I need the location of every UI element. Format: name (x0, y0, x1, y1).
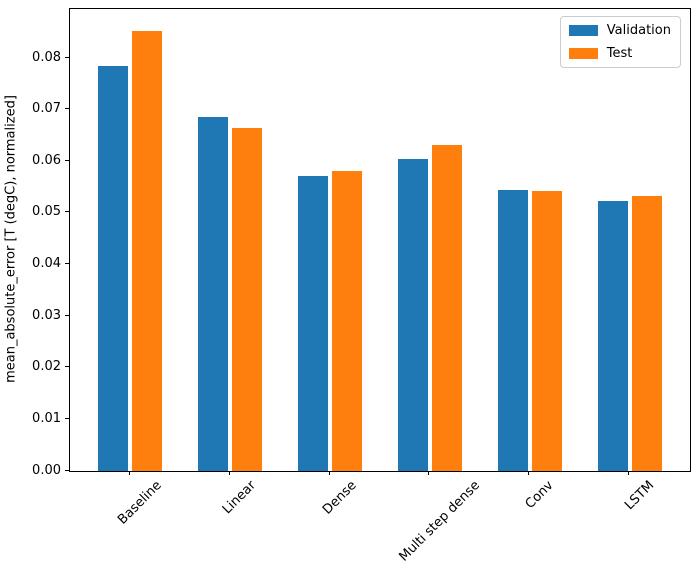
x-tick-label: LSTM (621, 478, 658, 514)
y-tick-label: 0.08 (32, 49, 61, 65)
y-tick-label: 0.02 (32, 359, 61, 375)
bar-test-conv (531, 190, 562, 471)
x-tick-mark (328, 471, 330, 475)
y-tick-mark (65, 469, 69, 471)
legend: Validation Test (559, 16, 681, 68)
plot-area: Validation Test (69, 8, 691, 472)
x-tick-label: Baseline (114, 478, 165, 528)
x-tick-mark (528, 471, 530, 475)
y-tick-label: 0.00 (32, 462, 61, 478)
bar-test-lstm (631, 195, 662, 471)
legend-label-validation: Validation (606, 23, 671, 38)
bar-validation-multi-step-dense (397, 158, 428, 471)
x-tick-label: Dense (319, 478, 360, 518)
y-tick-mark (65, 56, 69, 58)
y-tick-mark (65, 366, 69, 368)
y-tick-label: 0.05 (32, 204, 61, 220)
legend-item-test: Test (568, 46, 671, 61)
y-tick-label: 0.01 (32, 410, 61, 426)
bar-test-baseline (132, 31, 163, 471)
bar-validation-linear (198, 116, 229, 471)
bar-test-linear (232, 127, 263, 471)
y-tick-mark (65, 263, 69, 265)
legend-item-validation: Validation (568, 23, 671, 38)
y-tick-label: 0.03 (32, 307, 61, 323)
legend-label-test: Test (606, 46, 633, 61)
x-tick-mark (228, 471, 230, 475)
x-tick-label: Linear (219, 478, 260, 518)
bar-validation-lstm (597, 201, 628, 471)
legend-swatch-validation (568, 25, 598, 36)
legend-swatch-test (568, 48, 598, 59)
x-tick-mark (128, 471, 130, 475)
y-tick-label: 0.07 (32, 101, 61, 117)
bar-validation-baseline (98, 65, 129, 471)
x-tick-mark (628, 471, 630, 475)
x-tick-label: Conv (522, 478, 557, 512)
bar-validation-conv (497, 189, 528, 471)
x-tick-mark (428, 471, 430, 475)
y-tick-label: 0.04 (32, 256, 61, 272)
y-tick-mark (65, 108, 69, 110)
bar-test-dense (332, 170, 362, 471)
y-tick-mark (65, 417, 69, 419)
y-tick-mark (65, 211, 69, 213)
y-tick-mark (65, 314, 69, 316)
bar-validation-dense (298, 175, 329, 471)
bar-test-multi-step-dense (431, 144, 462, 471)
y-tick-label: 0.06 (32, 152, 61, 168)
y-axis-label: mean_absolute_error [T (degC), normalize… (3, 95, 19, 383)
x-tick-label: Multi step dense (396, 478, 483, 565)
y-tick-mark (65, 159, 69, 161)
